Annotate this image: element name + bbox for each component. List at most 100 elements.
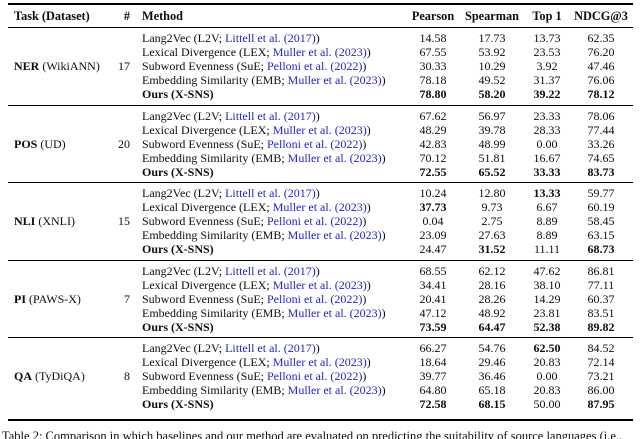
citation-link[interactable]: Pelloni et al. (2022) xyxy=(267,59,363,74)
metric-value: 77.44 xyxy=(587,122,615,137)
citation-link[interactable]: Muller et al. (2023) xyxy=(287,228,382,243)
citation-link[interactable]: Muller et al. (2023) xyxy=(287,73,382,88)
citation-link[interactable]: Muller et al. (2023) xyxy=(272,200,367,215)
method-label: Ours (X-SNS) xyxy=(136,87,406,101)
metric-value: 20.83 xyxy=(533,383,561,398)
method-suffix: ) xyxy=(381,228,386,243)
header-count: # xyxy=(123,9,130,23)
task-abbr: NLI xyxy=(14,214,36,229)
metric-value: 20.83 xyxy=(533,355,561,370)
metric-value: 86.81 xyxy=(587,263,615,278)
metric-value: 42.83 xyxy=(419,136,447,151)
method-suffix: ) xyxy=(362,369,367,384)
method-label: Ours (X-SNS) xyxy=(136,397,406,411)
citation-link[interactable]: Pelloni et al. (2022) xyxy=(267,214,363,229)
citation-link[interactable]: Littell et al. (2017) xyxy=(225,108,316,123)
metric-value: 31.52 xyxy=(478,242,506,257)
metric-value: 67.55 xyxy=(419,45,447,60)
method-label: Subword Evenness (SuE; Pelloni et al. (2… xyxy=(136,59,406,73)
metric-value: 48.99 xyxy=(478,136,506,151)
citation-link[interactable]: Muller et al. (2023) xyxy=(272,122,367,137)
metric-value: 72.14 xyxy=(587,355,615,370)
method-suffix: ) xyxy=(315,108,320,123)
task-abbr: POS xyxy=(14,136,38,151)
metric-value: 24.47 xyxy=(419,242,447,257)
method-name: Embedding Similarity (EMB; xyxy=(142,150,288,165)
group-separator-rule xyxy=(8,259,633,261)
metric-value: 73.21 xyxy=(587,369,615,384)
citation-link[interactable]: Muller et al. (2023) xyxy=(272,45,367,60)
metric-value: 10.29 xyxy=(478,59,506,74)
method-label: Subword Evenness (SuE; Pelloni et al. (2… xyxy=(136,369,406,383)
metric-value: 34.41 xyxy=(419,277,447,292)
method-name: Subword Evenness (SuE; xyxy=(142,291,267,306)
method-suffix: ) xyxy=(381,150,386,165)
metric-value: 62.35 xyxy=(587,31,615,46)
metric-value: 23.81 xyxy=(533,305,561,320)
metric-value: 52.38 xyxy=(533,319,561,334)
metric-value: 63.15 xyxy=(587,228,615,243)
citation-link[interactable]: Littell et al. (2017) xyxy=(225,263,316,278)
metric-value: 70.12 xyxy=(419,150,447,165)
citation-link[interactable]: Pelloni et al. (2022) xyxy=(267,369,363,384)
metric-value: 36.46 xyxy=(478,369,506,384)
language-count: 7 xyxy=(124,291,130,306)
metric-value: 59.77 xyxy=(587,186,615,201)
metric-value: 86.00 xyxy=(587,383,615,398)
metric-value: 28.16 xyxy=(478,277,506,292)
citation-link[interactable]: Muller et al. (2023) xyxy=(287,305,382,320)
citation-link[interactable]: Muller et al. (2023) xyxy=(287,150,382,165)
method-name: Ours (X-SNS) xyxy=(142,87,214,102)
metric-value: 67.62 xyxy=(419,108,447,123)
method-name: Lexical Divergence (LEX; xyxy=(142,200,273,215)
task-abbr: PI xyxy=(14,291,26,306)
task-label: PI (PAWS-X) xyxy=(8,292,106,306)
method-label: Ours (X-SNS) xyxy=(136,165,406,179)
method-label: Embedding Similarity (EMB; Muller et al.… xyxy=(136,228,406,242)
citation-link[interactable]: Littell et al. (2017) xyxy=(225,31,316,46)
method-suffix: ) xyxy=(362,59,367,74)
method-suffix: ) xyxy=(315,186,320,201)
method-name: Ours (X-SNS) xyxy=(142,242,214,257)
method-suffix: ) xyxy=(366,122,371,137)
metric-value: 33.26 xyxy=(587,136,615,151)
citation-link[interactable]: Muller et al. (2023) xyxy=(287,383,382,398)
task-label: NER (WikiANN) xyxy=(8,59,106,73)
method-label: Lexical Divergence (LEX; Muller et al. (… xyxy=(136,200,406,214)
citation-link[interactable]: Pelloni et al. (2022) xyxy=(267,136,363,151)
method-name: Lexical Divergence (LEX; xyxy=(142,355,273,370)
task-group-pos: POS (UD) 20 Lang2Vec (L2V; Littell et al. … xyxy=(8,106,633,183)
task-abbr: QA xyxy=(14,369,32,384)
group-separator-rule xyxy=(8,337,633,339)
metric-value: 47.12 xyxy=(419,305,447,320)
metric-value: 0.04 xyxy=(422,214,444,229)
citation-link[interactable]: Littell et al. (2017) xyxy=(225,186,316,201)
metric-value: 54.76 xyxy=(478,341,506,356)
metric-value: 47.46 xyxy=(587,59,615,74)
metric-value: 56.97 xyxy=(478,108,506,123)
citation-link[interactable]: Muller et al. (2023) xyxy=(272,355,367,370)
metric-value: 53.92 xyxy=(478,45,506,60)
citation-link[interactable]: Littell et al. (2017) xyxy=(225,341,316,356)
citation-link[interactable]: Pelloni et al. (2022) xyxy=(267,291,363,306)
metric-value: 89.82 xyxy=(587,319,615,334)
method-suffix: ) xyxy=(366,200,371,215)
metric-value: 27.63 xyxy=(478,228,506,243)
metric-value: 50.00 xyxy=(533,397,561,412)
header-pearson: Pearson xyxy=(411,9,455,23)
language-count: 8 xyxy=(124,369,130,384)
metric-value: 72.58 xyxy=(419,397,447,412)
metric-value: 29.46 xyxy=(478,355,506,370)
method-suffix: ) xyxy=(362,214,367,229)
table-bottom-rule xyxy=(8,418,633,421)
metric-value: 73.59 xyxy=(419,319,447,334)
method-name: Lang2Vec (L2V; xyxy=(142,31,226,46)
metric-value: 17.73 xyxy=(478,31,506,46)
method-name: Lexical Divergence (LEX; xyxy=(142,45,273,60)
citation-link[interactable]: Muller et al. (2023) xyxy=(272,277,367,292)
metric-value: 8.89 xyxy=(536,214,558,229)
metric-value: 64.47 xyxy=(478,319,506,334)
group-separator-rule xyxy=(8,182,633,184)
method-label: Lang2Vec (L2V; Littell et al. (2017)) xyxy=(136,31,406,45)
method-name: Subword Evenness (SuE; xyxy=(142,59,267,74)
